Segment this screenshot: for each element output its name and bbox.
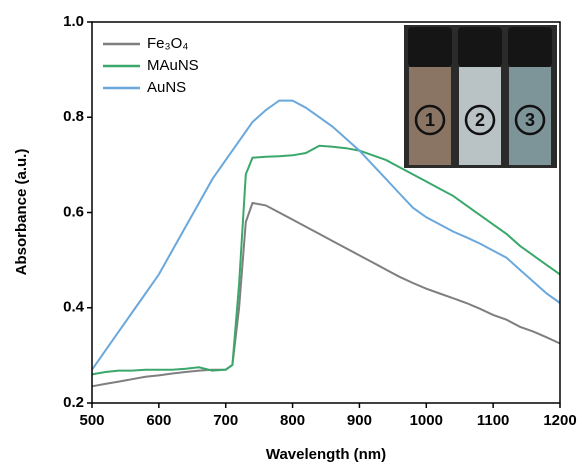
plot-frame — [91, 21, 561, 404]
x-tick-label: 800 — [280, 412, 305, 429]
vial-number: 1 — [425, 110, 435, 130]
legend-label: MAuNS — [147, 57, 199, 74]
vial-number-ring — [414, 104, 446, 136]
x-tick-label: 700 — [213, 412, 238, 429]
y-tick-label: 0.4 — [63, 299, 85, 316]
x-axis-title: Wavelength (nm) — [266, 446, 386, 463]
vial-cap — [458, 27, 502, 67]
x-tick-label: 600 — [146, 412, 171, 429]
vial-cap — [508, 27, 552, 67]
series-line — [91, 201, 561, 388]
vial-number-ring — [464, 104, 496, 136]
series-line — [91, 99, 561, 371]
y-tick-label: 0.2 — [63, 394, 84, 411]
series-line — [91, 144, 561, 376]
legend-label: AuNS — [147, 79, 186, 96]
vial-number: 3 — [525, 110, 535, 130]
y-axis-title: Absorbance (a.u.) — [13, 149, 30, 276]
vial-number: 2 — [475, 110, 485, 130]
y-tick-label: 0.6 — [63, 203, 84, 220]
y-tick-label: 1.0 — [63, 13, 84, 30]
vial-number-ring — [514, 104, 546, 136]
x-tick-label: 900 — [347, 412, 372, 429]
x-tick-label: 1200 — [543, 412, 576, 429]
inset-photo: 1 2 3 — [404, 25, 557, 168]
x-tick-label: 500 — [79, 412, 104, 429]
x-tick-label: 1000 — [410, 412, 443, 429]
legend-label: Fe₃O₄ — [147, 35, 188, 52]
vial-cap — [408, 27, 452, 67]
x-tick-label: 1100 — [477, 412, 510, 429]
y-tick-label: 0.8 — [63, 108, 84, 125]
